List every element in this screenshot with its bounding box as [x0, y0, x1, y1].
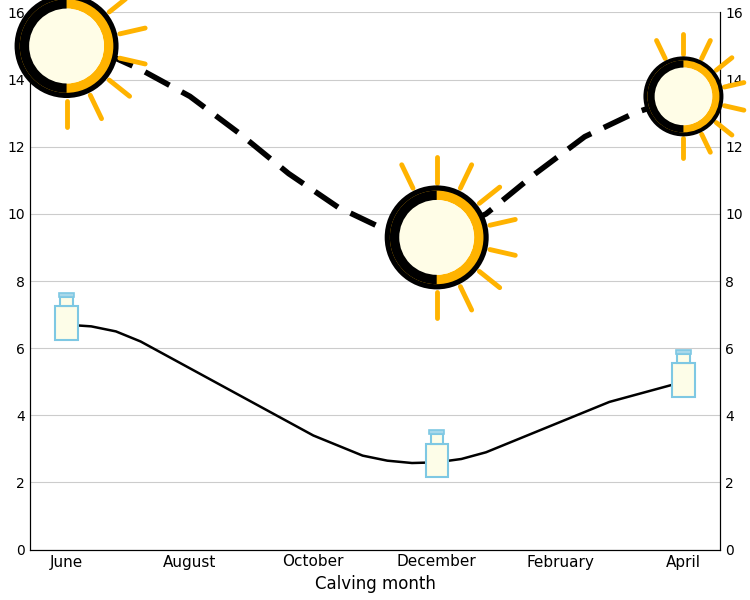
Text: 24h: 24h	[53, 40, 80, 53]
X-axis label: Calving month: Calving month	[314, 575, 436, 593]
FancyBboxPatch shape	[677, 354, 689, 363]
Text: 24h: 24h	[424, 231, 450, 244]
Text: 24h: 24h	[670, 90, 697, 103]
FancyBboxPatch shape	[676, 350, 691, 354]
FancyBboxPatch shape	[61, 297, 73, 306]
FancyBboxPatch shape	[59, 293, 74, 297]
FancyBboxPatch shape	[430, 434, 442, 444]
FancyBboxPatch shape	[429, 430, 444, 434]
FancyBboxPatch shape	[672, 363, 694, 397]
FancyBboxPatch shape	[425, 444, 448, 478]
FancyBboxPatch shape	[56, 306, 78, 340]
